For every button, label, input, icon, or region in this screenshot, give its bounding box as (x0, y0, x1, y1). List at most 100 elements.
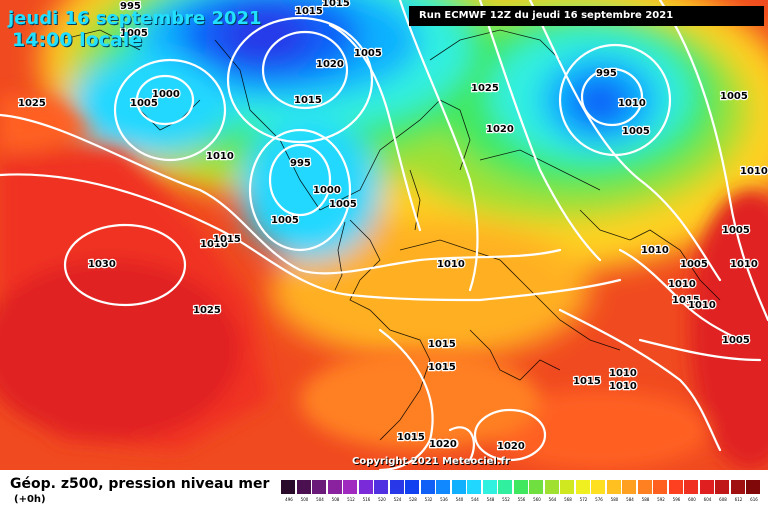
legend-tick-label: 508 (331, 497, 340, 502)
legend-swatch (498, 480, 513, 494)
isobar-label: 995 (596, 68, 617, 79)
legend-swatch (575, 480, 591, 494)
isobar-label: 1015 (672, 295, 700, 306)
legend-tick-label: 520 (378, 497, 386, 502)
legend-tick-label: 504 (316, 497, 324, 502)
legend-swatch (281, 480, 296, 494)
isobar-label: 1015 (397, 432, 425, 443)
legend-swatch (296, 480, 312, 494)
legend-swatch (637, 480, 653, 494)
legend-tick-label: 608 (719, 497, 727, 502)
isobar-label: 1025 (18, 98, 46, 109)
legend-tick-label: 584 (626, 497, 634, 502)
isobar-labels: 995 1015 1015 1005 1005 1000 1020 1005 1… (17, 0, 768, 453)
legend-tick-label: 576 (595, 497, 603, 502)
isobar-label: 995 (290, 158, 311, 169)
legend-tick-label: 556 (517, 497, 526, 502)
legend-tick-label: 560 (533, 497, 541, 502)
isobar-label: 1005 (720, 91, 748, 102)
legend-swatch (529, 480, 544, 494)
legend-tick-label: 564 (548, 497, 557, 502)
legend-tick-label: 524 (393, 497, 402, 502)
legend-swatch (358, 480, 374, 494)
legend-footer: Géop. z500, pression niveau mer (+0h) 49… (0, 470, 768, 512)
isobar-label: 1005 (622, 126, 650, 137)
legend-tick-label: 572 (579, 497, 588, 502)
legend-swatch (746, 480, 761, 494)
isobar-label: 1020 (497, 441, 525, 452)
legend-tick-label: 588 (641, 497, 650, 502)
legend-tick-label: 548 (486, 497, 495, 502)
legend-tick-label: 580 (610, 497, 619, 502)
isobar-label: 1025 (471, 83, 499, 94)
legend-swatch (715, 480, 730, 494)
legend-swatch (560, 480, 575, 494)
isobar-label: 1015 (573, 376, 601, 387)
legend-swatch (343, 480, 358, 494)
isobar-label: 1010 (609, 381, 637, 392)
isobar-label: 1010 (618, 98, 646, 109)
isobar-label: 1005 (722, 225, 750, 236)
legend-swatch (653, 480, 668, 494)
isobar-label: 1020 (429, 439, 457, 450)
forecast-time: 14:00 locale (12, 29, 143, 51)
isobar-label: 1015 (428, 362, 456, 373)
legend-swatch (606, 480, 622, 494)
legend-tick-label: 612 (734, 497, 743, 502)
isobar-label: 1015 (213, 234, 241, 245)
isobar-label: 1005 (271, 215, 299, 226)
isobar-label: 1005 (130, 98, 158, 109)
legend-swatch (730, 480, 746, 494)
isobar-label: 1010 (730, 259, 758, 270)
forecast-date: jeudi 16 septembre 2021 (8, 8, 262, 29)
legend-swatch (622, 480, 637, 494)
legend-swatch (668, 480, 684, 494)
legend-swatch (544, 480, 560, 494)
coastlines (59, 29, 721, 441)
model-run-label: Run ECMWF 12Z du jeudi 16 septembre 2021 (409, 6, 764, 26)
isobar-label: 1000 (313, 185, 341, 196)
legend-swatch (591, 480, 606, 494)
isobar-label: 1020 (316, 59, 344, 70)
legend-subtitle: (+0h) (14, 494, 46, 505)
legend-swatch (467, 480, 482, 494)
geopotential-field (0, 0, 768, 470)
legend-swatch (513, 480, 529, 494)
legend-tick-label: 500 (300, 497, 309, 502)
isobar-label: 1010 (437, 259, 465, 270)
isobar-label: 1030 (88, 259, 116, 270)
isobar-label: 1010 (740, 166, 768, 177)
isobar-label: 1010 (206, 151, 234, 162)
legend-tick-label: 596 (672, 497, 681, 502)
copyright-notice: Copyright 2021 Meteociel.fr (352, 456, 510, 467)
legend-tick-label: 536 (440, 497, 448, 502)
isobar-label: 1025 (193, 305, 221, 316)
legend-tick-label: 528 (409, 497, 417, 502)
isobar-label: 1010 (641, 245, 669, 256)
legend-tick-label: 552 (502, 497, 510, 502)
isobar-label: 1010 (688, 300, 716, 311)
legend-tick-label: 544 (471, 497, 479, 502)
legend-tick-label: 600 (688, 497, 696, 502)
legend-swatch (451, 480, 467, 494)
legend-swatch (482, 480, 498, 494)
legend-swatch (436, 480, 451, 494)
isobar-label: 1010 (668, 279, 696, 290)
legend-swatch (684, 480, 699, 494)
isobar-label: 1020 (430, 439, 458, 450)
legend-swatch (327, 480, 343, 494)
legend-swatch (420, 480, 436, 494)
isobar-label: 1015 (322, 0, 350, 9)
isobar-label: 1000 (152, 89, 180, 100)
isobar-label: 1010 (200, 239, 228, 250)
isobar-label: 1005 (120, 28, 148, 39)
isobar-label: 1015 (428, 339, 456, 350)
pressure-geopotential-map: 995 1015 1015 1005 1005 1000 1020 1005 1… (0, 0, 768, 470)
legend-tick-label: 496 (285, 497, 293, 502)
isobar-label: 1005 (722, 335, 750, 346)
legend-swatch (312, 480, 327, 494)
isobar-label: 1005 (354, 48, 382, 59)
legend-tick-label: 604 (703, 497, 712, 502)
legend-tick-label: 516 (362, 497, 371, 502)
